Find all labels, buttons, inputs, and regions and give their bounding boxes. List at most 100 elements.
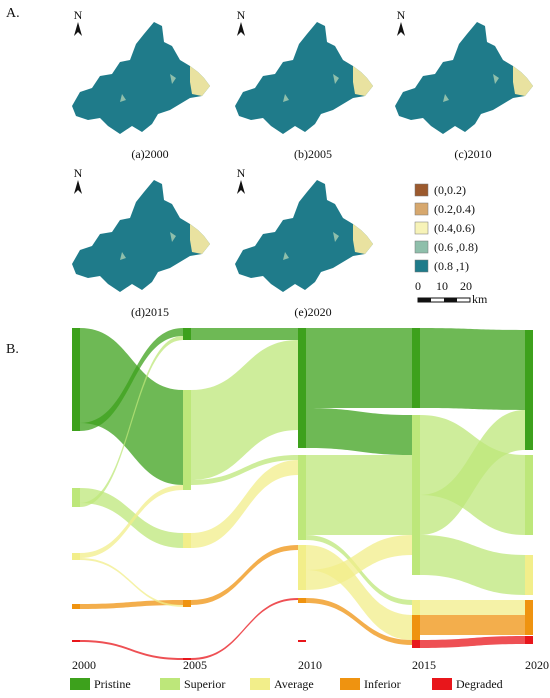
map-caption: (e)2020: [294, 305, 331, 319]
flow: [420, 535, 525, 595]
legend-swatch: [160, 678, 180, 690]
flow: [306, 455, 412, 535]
legend-label: Inferior: [364, 677, 401, 691]
legend-swatch: [414, 259, 429, 273]
flow: [420, 600, 525, 615]
node: [412, 640, 420, 648]
node: [298, 545, 306, 590]
map: [235, 180, 373, 292]
node: [525, 455, 533, 535]
flow: [191, 598, 298, 660]
north-label: N: [74, 8, 83, 22]
legend-swatch: [70, 678, 90, 690]
node: [72, 640, 80, 642]
scale-seg: [418, 298, 431, 302]
legend-label: (0,0.2): [434, 183, 466, 197]
north-arrow: [237, 180, 245, 194]
node: [72, 488, 80, 507]
legend-label: (0.8 ,1): [434, 259, 469, 273]
map: [235, 22, 373, 134]
north-arrow: [237, 22, 245, 36]
flow: [80, 558, 183, 607]
legend-swatch: [414, 240, 429, 254]
node: [72, 604, 80, 609]
node: [525, 555, 533, 595]
flow: [80, 600, 183, 609]
legend-swatch: [432, 678, 452, 690]
year-label: 2020: [525, 658, 549, 672]
flow: [306, 535, 412, 590]
node: [72, 328, 80, 431]
flow: [191, 328, 298, 340]
legend-label: Average: [274, 677, 314, 691]
north-label: N: [237, 166, 246, 180]
year-label: 2005: [183, 658, 207, 672]
flow: [191, 545, 298, 605]
legend-label: Superior: [184, 677, 225, 691]
legend-label: Degraded: [456, 677, 503, 691]
map-caption: (b)2005: [294, 147, 332, 161]
flow: [420, 615, 525, 635]
north-label: N: [397, 8, 406, 22]
flow: [420, 636, 525, 648]
year-label: 2010: [298, 658, 322, 672]
panel-label: A.: [6, 6, 20, 21]
sankey: [72, 328, 533, 660]
scale-tick: 0: [415, 279, 421, 293]
year-label: 2015: [412, 658, 436, 672]
node: [525, 636, 533, 644]
legend-label: Pristine: [94, 677, 131, 691]
flow: [80, 328, 183, 431]
flow: [306, 328, 412, 408]
node: [412, 415, 420, 575]
node: [183, 328, 191, 340]
flow: [420, 328, 525, 410]
flow: [420, 410, 525, 535]
map: [395, 22, 533, 134]
legend-swatch: [414, 202, 429, 216]
flow: [80, 336, 183, 507]
node: [72, 553, 80, 560]
map-caption: (d)2015: [131, 305, 169, 319]
map: [72, 22, 210, 134]
flow: [80, 485, 183, 558]
year-label: 2000: [72, 658, 96, 672]
map-caption: (a)2000: [131, 147, 168, 161]
node: [412, 600, 420, 615]
flow: [306, 408, 412, 455]
node: [298, 598, 306, 603]
flow: [306, 598, 412, 645]
scale-tick: 20: [460, 279, 472, 293]
map: [72, 180, 210, 292]
node: [183, 600, 191, 607]
node: [183, 658, 191, 660]
north-arrow: [397, 22, 405, 36]
legend-label: (0.2,0.4): [434, 202, 475, 216]
node: [298, 328, 306, 448]
flow: [80, 488, 183, 548]
flow: [80, 640, 183, 660]
map-caption: (c)2010: [454, 147, 491, 161]
north-arrow: [74, 180, 82, 194]
flow: [191, 460, 298, 548]
scale-tick: 10: [436, 279, 448, 293]
legend-swatch: [340, 678, 360, 690]
node: [525, 330, 533, 450]
node: [525, 600, 533, 635]
legend-swatch: [414, 183, 429, 197]
legend-label: (0.4,0.6): [434, 221, 475, 235]
node: [183, 533, 191, 548]
north-label: N: [237, 8, 246, 22]
flow: [80, 328, 183, 485]
north-label: N: [74, 166, 83, 180]
node: [412, 328, 420, 408]
node: [183, 390, 191, 490]
scale-seg: [444, 298, 457, 302]
node: [298, 640, 306, 642]
legend-swatch: [414, 221, 429, 235]
legend-swatch: [250, 678, 270, 690]
flow: [191, 455, 298, 485]
flow: [191, 340, 298, 480]
panel-label: B.: [6, 342, 19, 357]
